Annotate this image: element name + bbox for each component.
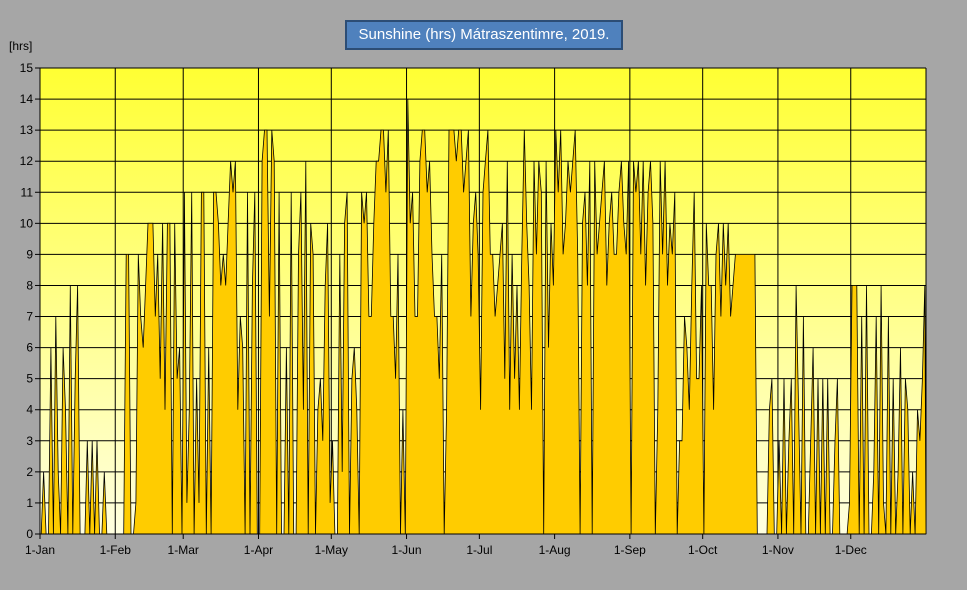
y-tick-label: 13 [20, 123, 34, 137]
x-tick-label: 1-May [315, 543, 348, 557]
y-tick-label: 15 [20, 61, 34, 75]
x-tick-label: 1-Jan [25, 543, 55, 557]
x-tick-label: 1-Mar [168, 543, 199, 557]
y-axis-label: [hrs] [9, 39, 33, 53]
y-tick-label: 5 [26, 372, 33, 386]
y-tick-label: 9 [26, 247, 33, 261]
x-tick-label: 1-Oct [688, 543, 718, 557]
y-tick-label: 6 [26, 341, 33, 355]
x-tick-label: 1-Apr [244, 543, 273, 557]
y-tick-label: 12 [20, 154, 34, 168]
x-tick-label: 1-Aug [539, 543, 571, 557]
y-tick-label: 14 [20, 92, 34, 106]
sunshine-area-series [40, 99, 927, 535]
x-tick-label: 1-Jun [392, 543, 422, 557]
x-tick-label: 1-Nov [762, 543, 794, 557]
y-tick-label: 11 [21, 185, 34, 199]
x-tick-label: 1-Jul [466, 543, 492, 557]
x-tick-label: 1-Feb [100, 543, 132, 557]
y-tick-label: 7 [26, 310, 33, 324]
x-tick-label: 1-Dec [835, 543, 867, 557]
y-tick-label: 1 [26, 496, 33, 510]
chart-title: Sunshine (hrs) Mátraszentimre, 2019. [345, 20, 623, 50]
y-tick-label: 0 [26, 527, 33, 541]
y-tick-label: 4 [26, 403, 33, 417]
y-tick-label: 8 [26, 278, 33, 292]
y-tick-label: 3 [26, 434, 33, 448]
x-tick-label: 1-Sep [614, 543, 646, 557]
y-tick-label: 10 [20, 216, 34, 230]
y-tick-label: 2 [26, 465, 33, 479]
